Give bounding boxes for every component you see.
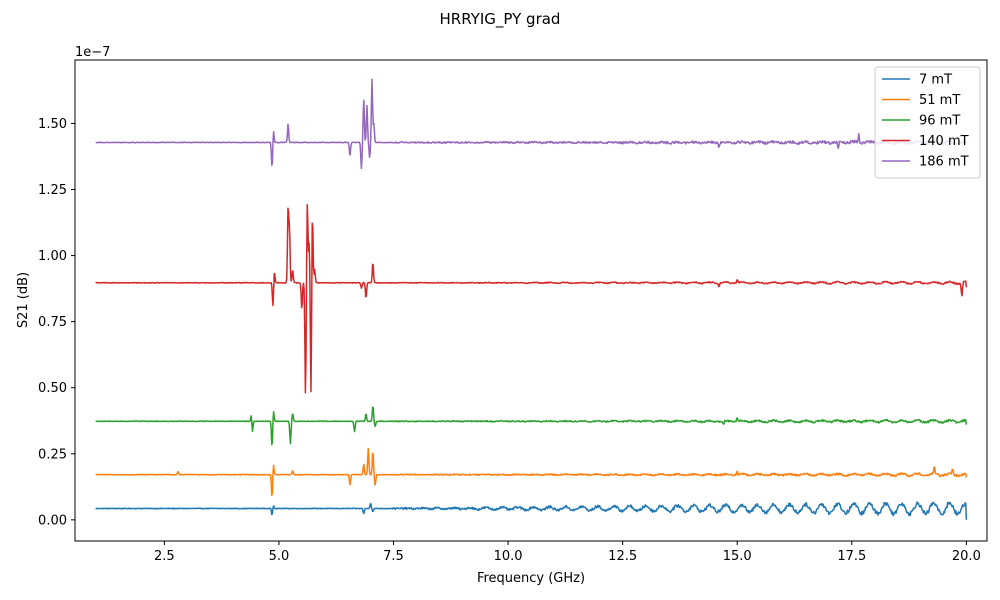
legend-label: 186 mT — [919, 155, 969, 170]
plot-area: 2.5 5.0 7.5 10.0 12.5 15.0 17.5 20.0 0.000.250.… — [38, 59, 988, 564]
y-tick-label: 0.75 — [38, 315, 67, 330]
series-line-51-mt — [95, 447, 968, 497]
y-tick-label: 0.25 — [38, 447, 67, 462]
axes-frame — [74, 59, 988, 542]
y-axis: 0.00 0.25 0.50 0.75 1.00 1.25 1.50 — [38, 117, 75, 528]
x-tick-label: 15.0 — [723, 549, 752, 564]
chart-title: HRRYIG_PY grad — [440, 10, 561, 29]
x-tick-label: 20.0 — [952, 549, 981, 564]
y-axis-label: S21 (dB) — [16, 272, 31, 328]
y-tick-label: 0.00 — [38, 513, 67, 528]
x-axis: 2.5 5.0 7.5 10.0 12.5 15.0 17.5 20.0 — [154, 541, 981, 564]
y-tick-label: 0.50 — [38, 381, 67, 396]
legend-label: 51 mT — [919, 93, 960, 108]
x-tick-label: 12.5 — [608, 549, 637, 564]
x-tick-label: 2.5 — [154, 549, 175, 564]
series-group — [95, 78, 968, 520]
legend-items: 7 mT 51 mT 96 mT 140 mT 186 mT — [882, 73, 969, 170]
series-line-140-mt — [95, 203, 968, 394]
x-tick-label: 5.0 — [269, 549, 290, 564]
legend-frame — [874, 66, 981, 179]
x-tick-label: 17.5 — [837, 549, 866, 564]
y-tick-label: 1.25 — [38, 183, 67, 198]
legend-label: 140 mT — [919, 134, 969, 149]
y-offset-text: 1e−7 — [75, 45, 110, 60]
y-tick-label: 1.00 — [38, 249, 67, 264]
y-tick-label: 1.50 — [38, 117, 67, 132]
axes-background — [75, 60, 987, 541]
legend-label: 7 mT — [919, 73, 952, 88]
x-tick-label: 7.5 — [383, 549, 404, 564]
x-axis-label: Frequency (GHz) — [477, 571, 585, 586]
legend-label: 96 mT — [919, 114, 960, 129]
series-line-186-mt — [95, 78, 967, 170]
series-line-7-mt — [95, 501, 968, 520]
legend[interactable]: 7 mT 51 mT 96 mT 140 mT 186 mT — [874, 66, 981, 179]
series-line-96-mt — [95, 406, 968, 446]
x-tick-label: 10.0 — [494, 549, 523, 564]
